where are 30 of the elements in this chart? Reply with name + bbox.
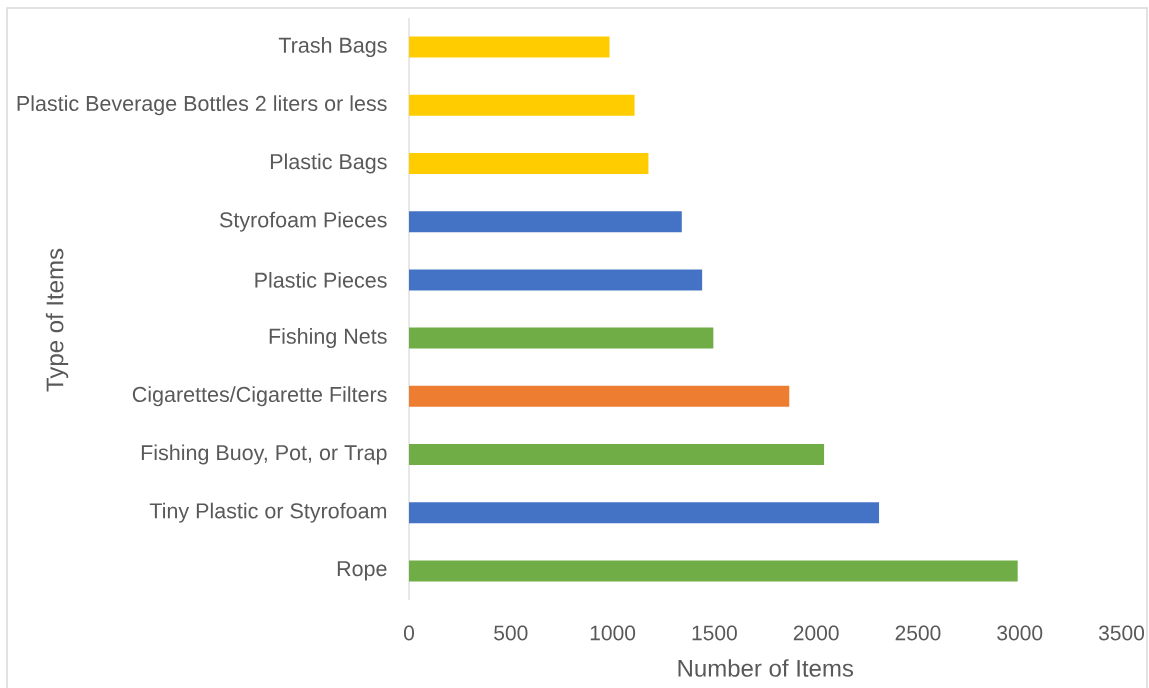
x-tick-label: 2500 <box>895 625 941 641</box>
bar <box>409 385 790 407</box>
y-tick-label: Trash Bags <box>278 37 387 58</box>
y-tick-label: Fishing Nets <box>269 328 387 349</box>
x-axis-title: Number of Items <box>678 659 854 677</box>
y-tick-label: Cigarettes/Cigarette Filters <box>132 386 387 407</box>
x-tick-label: 500 <box>494 625 528 641</box>
x-tick-label: 3000 <box>997 625 1043 641</box>
y-tick-label: Styrofoam Pieces <box>219 211 387 232</box>
x-tick-label: 1500 <box>692 625 737 641</box>
bar <box>409 269 703 291</box>
bar <box>409 502 880 524</box>
bar <box>409 327 714 349</box>
x-tick-label: 1000 <box>590 625 636 641</box>
y-tick-label: Plastic Beverage Bottles 2 liters or less <box>17 95 387 116</box>
x-tick-label: 2000 <box>793 625 839 641</box>
bar <box>409 94 635 116</box>
x-tick-label: 0 <box>403 625 415 641</box>
y-axis-title: Type of Items <box>45 248 69 392</box>
y-tick-label: Plastic Bags <box>270 153 387 174</box>
y-tick-label: Plastic Pieces <box>255 272 387 288</box>
bar <box>409 211 682 233</box>
bar <box>409 152 649 174</box>
bar <box>409 443 825 465</box>
bar <box>409 36 610 58</box>
y-tick-label: Tiny Plastic or Styrofoam <box>149 502 387 523</box>
y-tick-label: Rope <box>337 561 387 581</box>
y-tick-label: Fishing Buoy, Pot, or Trap <box>141 444 387 465</box>
x-tick-label: 3500 <box>1098 625 1145 641</box>
bar <box>409 560 1018 582</box>
